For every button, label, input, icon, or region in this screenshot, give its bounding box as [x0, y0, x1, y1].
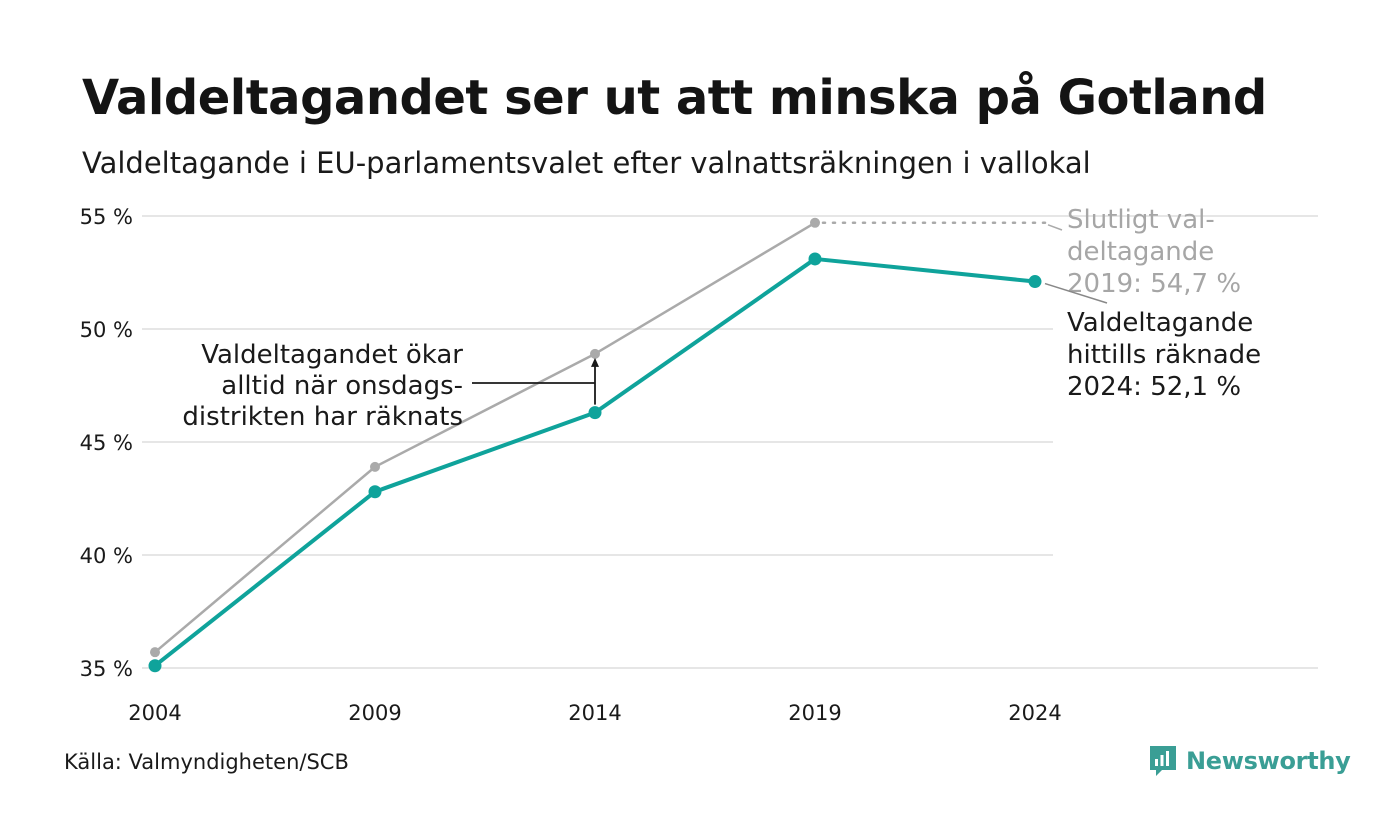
x-tick-label: 2019	[788, 701, 841, 725]
grid-lines	[142, 215, 1318, 669]
x-tick-label: 2024	[1008, 701, 1061, 725]
x-tick-label: 2014	[568, 701, 621, 725]
annotation-callout: alltid när onsdags-	[221, 371, 463, 401]
chart-subtitle: Valdeltagande i EU-parlamentsvalet efter…	[82, 146, 1091, 180]
y-tick-label: 45 %	[80, 431, 133, 455]
data-point-valnatt	[1028, 275, 1042, 289]
y-tick-label: 50 %	[80, 318, 133, 342]
data-point-slutligt	[590, 348, 600, 359]
annotation-callout: distrikten har räknats	[182, 402, 463, 432]
data-point-valnatt	[148, 659, 162, 673]
series-line-slutligt	[153, 221, 817, 654]
annotation-final-2019: 2019: 54,7 %	[1067, 269, 1241, 299]
data-point-valnatt	[368, 485, 382, 499]
leader-line	[1047, 224, 1063, 231]
leader-line	[1044, 282, 1108, 304]
brand-name: Newsworthy	[1186, 747, 1351, 775]
data-point-slutligt	[810, 217, 820, 228]
series-line-valnatt	[153, 256, 1037, 668]
x-axis-ticks: 2004 2009 2014 2019 2024	[128, 701, 1061, 725]
data-point-valnatt	[808, 252, 822, 266]
x-tick-label: 2009	[348, 701, 401, 725]
y-axis-ticks: 35 % 40 % 45 % 50 % 55 %	[80, 205, 133, 681]
callout-arrowhead	[591, 357, 599, 367]
chart-title: Valdeltagandet ser ut att minska på Gotl…	[82, 70, 1267, 126]
brand-logo[interactable]: Newsworthy	[1148, 744, 1351, 778]
newsworthy-logo-icon	[1150, 746, 1176, 776]
annotation-callout: Valdeltagandet ökar	[201, 340, 463, 370]
annotation-counted-2024: Valdeltagande	[1067, 308, 1253, 338]
data-point-slutligt	[150, 647, 160, 658]
annotation-counted-2024: 2024: 52,1 %	[1067, 372, 1241, 402]
annotation-final-2019: deltagande	[1067, 237, 1214, 267]
data-point-valnatt	[588, 406, 602, 420]
annotation-counted-2024: hittills räknade	[1067, 340, 1261, 370]
source-note: Källa: Valmyndigheten/SCB	[64, 750, 349, 774]
data-point-slutligt	[370, 461, 380, 472]
annotation-final-2019: Slutligt val-	[1067, 205, 1215, 235]
series-group	[148, 217, 1042, 673]
y-tick-label: 35 %	[80, 657, 133, 681]
x-tick-label: 2004	[128, 701, 181, 725]
y-tick-label: 55 %	[80, 205, 133, 229]
y-tick-label: 40 %	[80, 544, 133, 568]
